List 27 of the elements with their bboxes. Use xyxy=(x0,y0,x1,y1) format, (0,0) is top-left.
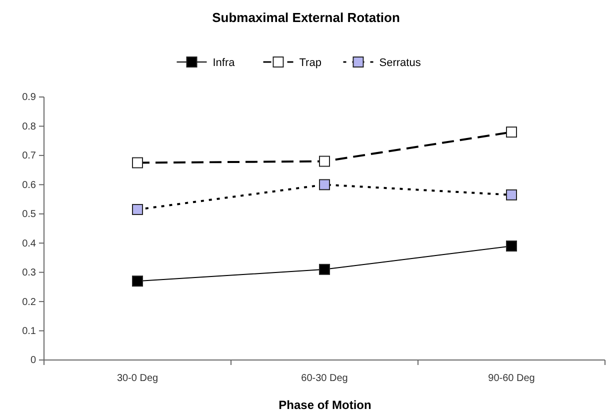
y-tick-label: 0.3 xyxy=(22,268,36,279)
x-tick-label: 30-0 Deg xyxy=(116,373,158,384)
y-tick-label: 0.1 xyxy=(22,326,36,337)
y-tick-label: 0.2 xyxy=(22,296,36,308)
point xyxy=(506,189,517,200)
x-tick-label: 60-30 Deg xyxy=(301,373,348,384)
y-tick-label: 0 xyxy=(30,355,36,366)
y-tick-label: 0.6 xyxy=(22,180,36,191)
point xyxy=(506,240,517,252)
y-tick-label: 0.8 xyxy=(22,121,36,132)
point xyxy=(319,156,330,167)
y-tick-label: 0.5 xyxy=(22,209,36,220)
point xyxy=(132,204,143,216)
point xyxy=(506,126,517,138)
point xyxy=(132,157,143,168)
x-axis-title: Phase of Motion xyxy=(278,398,372,412)
point xyxy=(132,276,143,287)
x-tick-label: 90-60 Deg xyxy=(488,373,535,384)
y-tick-label: 0.7 xyxy=(22,150,36,162)
point xyxy=(319,179,330,190)
y-tick-label: 0.4 xyxy=(22,238,36,250)
legend-label: Infra xyxy=(212,57,236,69)
point xyxy=(319,264,330,275)
legend-label: Serratus xyxy=(379,57,422,69)
y-tick-label: 0.9 xyxy=(22,92,36,104)
chart-title: Submaximal External Rotation xyxy=(212,10,400,25)
legend-label: Trap xyxy=(299,57,322,69)
